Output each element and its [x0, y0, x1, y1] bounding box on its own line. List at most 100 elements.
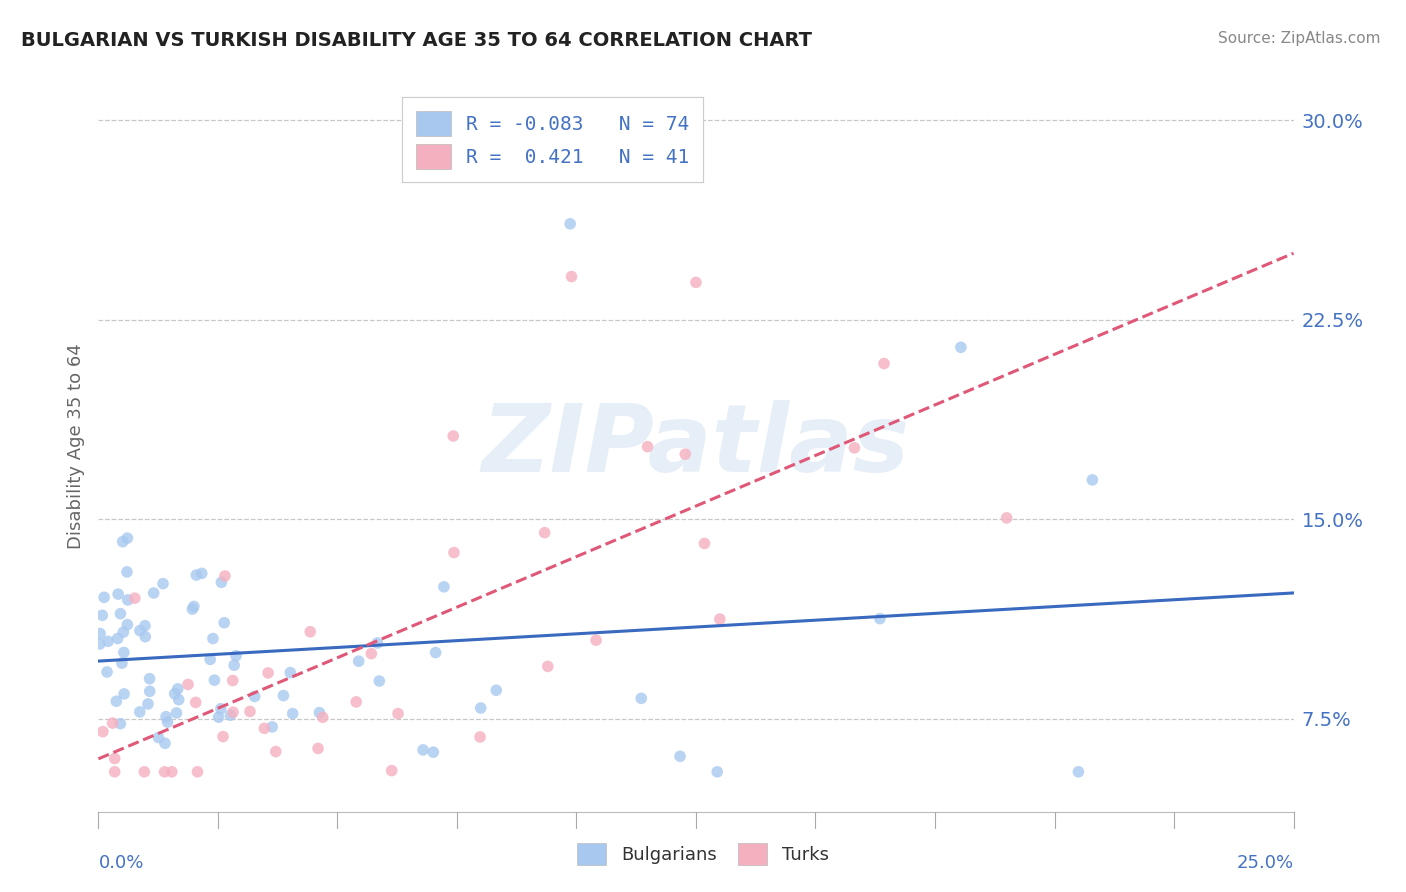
Legend: R = -0.083   N = 74, R =  0.421   N = 41: R = -0.083 N = 74, R = 0.421 N = 41 — [402, 97, 703, 182]
Point — [257, 665, 280, 680]
Point — [630, 691, 652, 706]
Point — [153, 736, 176, 750]
Point — [949, 340, 972, 354]
Point — [278, 665, 301, 680]
Point — [344, 695, 367, 709]
Point — [117, 617, 139, 632]
Point — [138, 672, 160, 686]
Point — [110, 716, 132, 731]
Point — [312, 710, 335, 724]
Point — [152, 576, 174, 591]
Point — [685, 276, 707, 290]
Point — [470, 701, 492, 715]
Point — [299, 624, 322, 639]
Text: Source: ZipAtlas.com: Source: ZipAtlas.com — [1218, 31, 1381, 46]
Point — [115, 565, 138, 579]
Point — [91, 724, 114, 739]
Point — [264, 745, 287, 759]
Point — [308, 706, 330, 720]
Point — [186, 764, 208, 779]
Point — [110, 607, 132, 621]
Point — [155, 710, 177, 724]
Point — [105, 694, 128, 708]
Point — [129, 624, 152, 638]
Point — [148, 731, 170, 745]
Legend: Bulgarians, Turks: Bulgarians, Turks — [571, 836, 835, 872]
Point — [112, 687, 135, 701]
Point — [166, 706, 188, 720]
Point — [207, 710, 229, 724]
Point — [107, 587, 129, 601]
Point — [124, 591, 146, 606]
Point — [104, 751, 127, 765]
Point — [212, 730, 235, 744]
Point — [117, 593, 139, 607]
Point — [347, 654, 370, 668]
Point — [368, 673, 391, 688]
Point — [163, 687, 186, 701]
Point — [468, 730, 491, 744]
Point — [224, 658, 246, 673]
Point — [136, 697, 159, 711]
Text: 0.0%: 0.0% — [98, 855, 143, 872]
Point — [112, 625, 135, 640]
Point — [111, 656, 134, 670]
Point — [112, 645, 135, 659]
Point — [273, 689, 295, 703]
Point — [412, 743, 434, 757]
Point — [186, 568, 208, 582]
Text: ZIPatlas: ZIPatlas — [482, 400, 910, 492]
Point — [1067, 764, 1090, 779]
Point — [366, 636, 388, 650]
Point — [387, 706, 409, 721]
Point — [637, 440, 659, 454]
Point — [93, 591, 115, 605]
Point — [533, 525, 555, 540]
Point — [225, 648, 247, 663]
Point — [433, 580, 456, 594]
Point — [134, 764, 156, 779]
Point — [485, 683, 508, 698]
Point — [425, 646, 447, 660]
Point — [706, 764, 728, 779]
Point — [869, 612, 891, 626]
Point — [585, 633, 607, 648]
Point — [844, 441, 866, 455]
Point — [537, 659, 560, 673]
Point — [443, 545, 465, 559]
Point — [117, 531, 139, 545]
Point — [111, 534, 134, 549]
Point — [441, 429, 464, 443]
Point — [673, 447, 696, 461]
Point — [209, 575, 232, 590]
Point — [222, 673, 245, 688]
Point — [243, 690, 266, 704]
Point — [201, 632, 224, 646]
Point — [360, 647, 382, 661]
Point — [214, 569, 236, 583]
Point — [153, 764, 176, 779]
Point — [209, 702, 232, 716]
Point — [560, 217, 582, 231]
Point — [166, 681, 188, 696]
Point — [239, 705, 262, 719]
Point — [262, 720, 284, 734]
Point — [104, 764, 127, 779]
Point — [138, 684, 160, 698]
Point — [422, 745, 444, 759]
Point — [281, 706, 304, 721]
Point — [995, 511, 1018, 525]
Point — [200, 652, 222, 666]
Point — [184, 695, 207, 709]
Point — [142, 586, 165, 600]
Point — [96, 665, 118, 679]
Point — [134, 630, 156, 644]
Point — [156, 715, 179, 730]
Point — [134, 618, 156, 632]
Point — [183, 599, 205, 614]
Point — [693, 536, 716, 550]
Point — [219, 708, 242, 723]
Point — [709, 612, 731, 626]
Point — [669, 749, 692, 764]
Point — [1081, 473, 1104, 487]
